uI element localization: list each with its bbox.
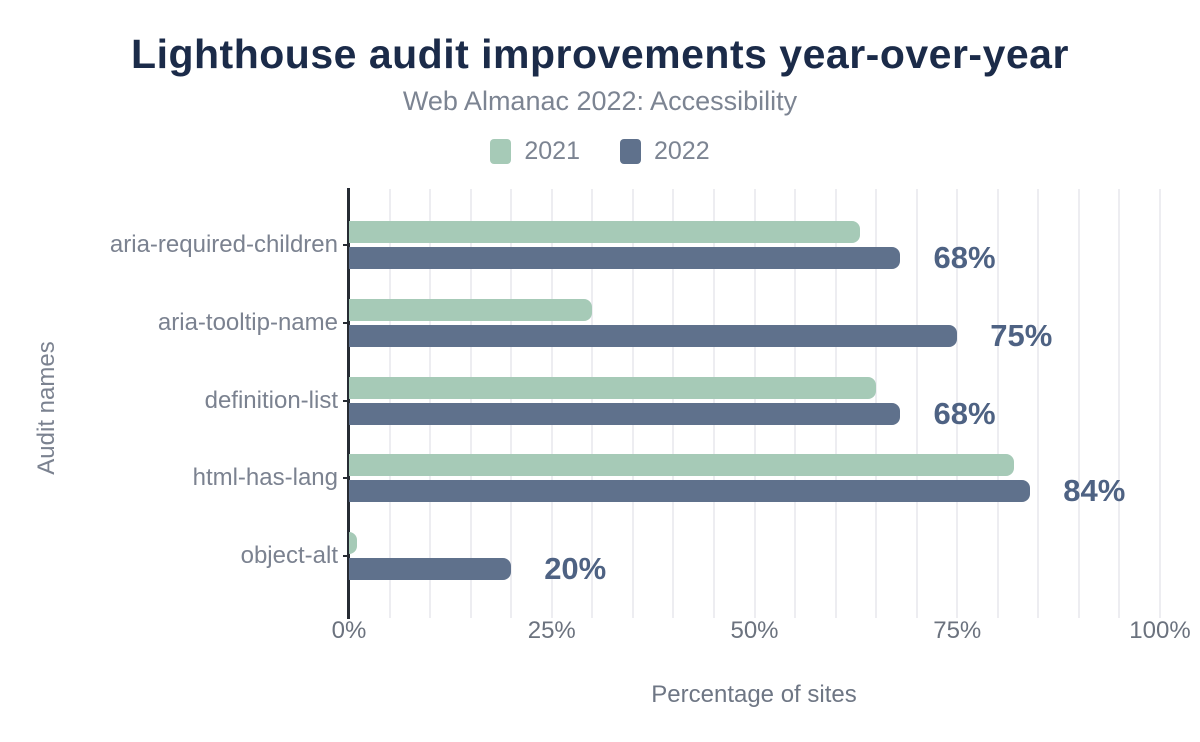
category-tick bbox=[343, 321, 349, 324]
y-axis-line bbox=[347, 188, 350, 619]
bar-2021-aria-tooltip-name bbox=[349, 298, 593, 321]
x-axis-title: Percentage of sites bbox=[651, 681, 857, 708]
category-label: object-alt bbox=[240, 542, 338, 569]
category-label: aria-required-children bbox=[109, 231, 338, 258]
bar-2022-aria-required-children bbox=[349, 247, 901, 269]
x-tick-label: 25% bbox=[527, 617, 576, 644]
gridline bbox=[915, 189, 918, 618]
legend-label: 2022 bbox=[654, 137, 710, 165]
x-tick-label: 75% bbox=[933, 617, 982, 644]
gridline bbox=[956, 189, 959, 618]
x-tick-label: 0% bbox=[331, 617, 367, 644]
legend-item-2021: 2021 bbox=[490, 137, 580, 166]
legend-item-2022: 2022 bbox=[620, 137, 710, 166]
x-tick-label: 100% bbox=[1129, 617, 1191, 644]
bar-2021-definition-list bbox=[349, 376, 877, 399]
y-axis-title: Audit names bbox=[33, 341, 60, 475]
category-tick bbox=[343, 244, 349, 246]
bar-2021-html-has-lang bbox=[349, 454, 1015, 477]
bar-2021-aria-required-children bbox=[349, 221, 860, 243]
category-tick bbox=[343, 555, 349, 557]
category-label: definition-list bbox=[204, 386, 338, 414]
bar-2021-object-alt bbox=[349, 532, 358, 554]
chart-title: Lighthouse audit improvements year-over-… bbox=[131, 31, 1069, 77]
legend-swatch bbox=[490, 139, 512, 164]
chart-subtitle: Web Almanac 2022: Accessibility bbox=[402, 86, 798, 116]
bar-2022-definition-list bbox=[349, 402, 901, 425]
legend-label: 2021 bbox=[524, 137, 580, 165]
gridline bbox=[1159, 189, 1161, 618]
category-label: aria-tooltip-name bbox=[157, 308, 338, 336]
bar-2022-html-has-lang bbox=[349, 480, 1031, 503]
gridline bbox=[996, 189, 999, 618]
category-tick bbox=[343, 477, 349, 480]
plot-area: aria-required-children 68% aria-tooltip-na… bbox=[110, 188, 1191, 644]
value-label: 84% bbox=[1063, 473, 1126, 509]
gridline bbox=[1077, 189, 1080, 618]
value-label: 75% bbox=[990, 317, 1053, 353]
gridline bbox=[1037, 189, 1040, 618]
value-label: 20% bbox=[544, 551, 607, 586]
legend: 2021 2022 bbox=[0, 137, 1200, 166]
x-tick-label: 50% bbox=[730, 617, 779, 644]
value-label: 68% bbox=[933, 240, 996, 275]
gridline bbox=[1118, 189, 1121, 618]
category-label: html-has-lang bbox=[192, 464, 338, 492]
bar-2022-aria-tooltip-name bbox=[349, 324, 958, 347]
category-tick bbox=[343, 399, 349, 402]
value-label: 68% bbox=[933, 395, 996, 431]
legend-swatch bbox=[620, 139, 641, 164]
bar-2022-object-alt bbox=[349, 558, 512, 580]
